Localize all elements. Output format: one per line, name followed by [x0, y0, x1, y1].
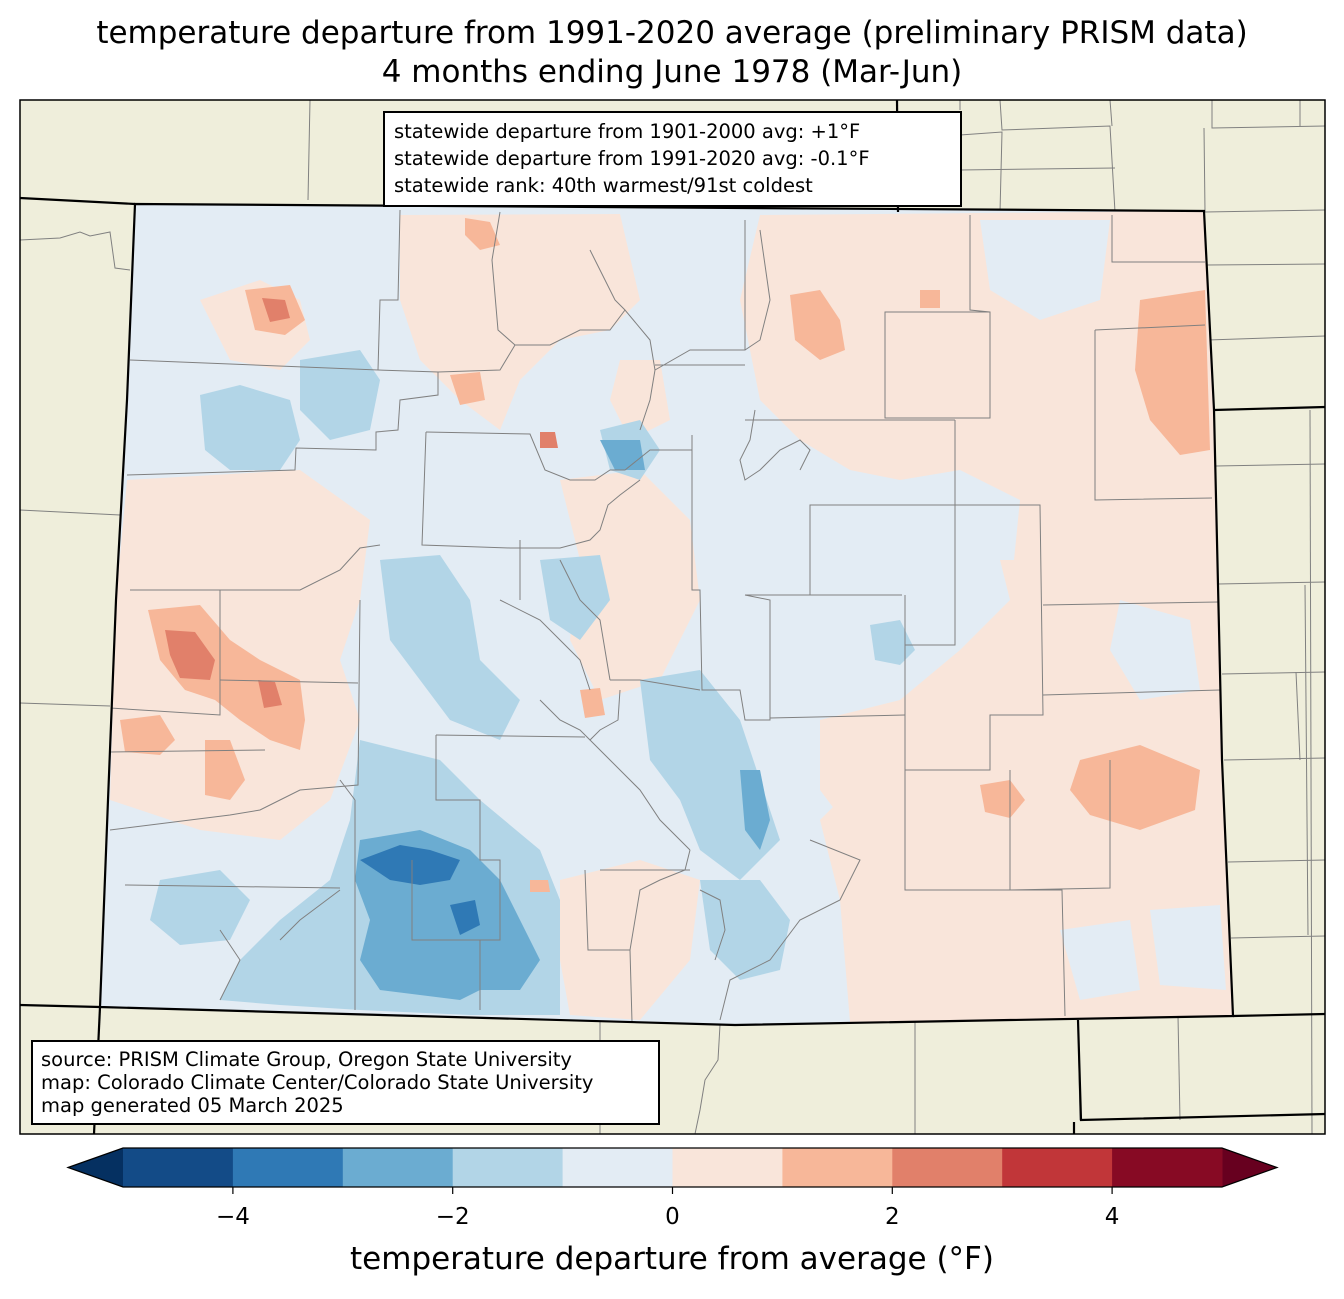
- colorbar-tick-label: 2: [884, 1204, 900, 1230]
- stat-departure-1901-2000: statewide departure from 1901-2000 avg: …: [394, 120, 861, 143]
- colorbar-bin: [342, 1148, 454, 1187]
- colorbar-bin: [672, 1148, 783, 1187]
- colorbar-tick-label: −2: [435, 1204, 470, 1230]
- colorbar-over-arrow: [1222, 1148, 1277, 1187]
- map-frame: [19, 99, 1326, 1135]
- generated-date-line: map generated 05 March 2025: [41, 1094, 344, 1117]
- neighbor-county-lines: [20, 100, 1325, 1134]
- colorbar-bin: [123, 1148, 234, 1187]
- map-subtitle: 4 months ending June 1978 (Mar-Jun): [381, 54, 963, 90]
- county-lines: [109, 209, 1221, 1023]
- colorado-border: [98, 202, 1235, 1027]
- source-line: source: PRISM Climate Group, Oregon Stat…: [41, 1048, 572, 1071]
- source-box: source: PRISM Climate Group, Oregon Stat…: [31, 1040, 660, 1125]
- colorbar-bin: [452, 1148, 564, 1187]
- temperature-departure-field: [100, 204, 1233, 1025]
- colorbar-bin: [892, 1148, 1003, 1187]
- colorbar-bin: [232, 1148, 344, 1187]
- colorbar-outline: [66, 1147, 1279, 1188]
- colorbar-tick-label: 0: [665, 1204, 680, 1230]
- colorbar-under-arrow: [68, 1148, 123, 1187]
- colorbar-label: temperature departure from average (°F): [350, 1241, 994, 1277]
- colorbar-bin: [782, 1148, 893, 1187]
- stat-departure-1991-2020: statewide departure from 1991-2020 avg: …: [394, 147, 870, 170]
- colorbar-tick-label: −4: [215, 1204, 250, 1230]
- colorbar-bin: [1112, 1148, 1223, 1187]
- map-title: temperature departure from 1991-2020 ave…: [96, 15, 1248, 51]
- colorbar-tick-label: 4: [1104, 1204, 1120, 1230]
- colorbar-bin: [1002, 1148, 1113, 1187]
- stat-rank: statewide rank: 40th warmest/91st coldes…: [394, 174, 813, 197]
- statewide-stats-box: statewide departure from 1901-2000 avg: …: [383, 111, 962, 207]
- map-credit-line: map: Colorado Climate Center/Colorado St…: [41, 1071, 594, 1094]
- colorbar: [66, 1147, 1279, 1194]
- colorbar-bin: [562, 1148, 673, 1187]
